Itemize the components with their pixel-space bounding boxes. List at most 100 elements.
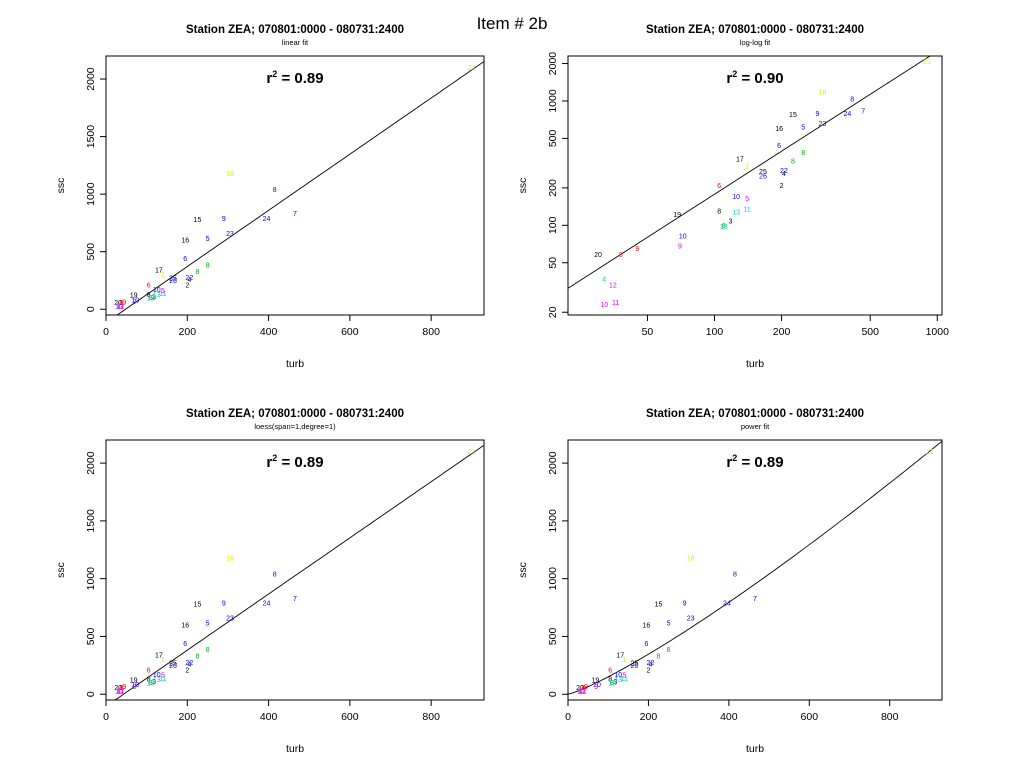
data-point: 12 bbox=[609, 283, 617, 290]
data-point: 8 bbox=[850, 96, 854, 103]
data-point: 17 bbox=[155, 652, 163, 659]
data-point: 7 bbox=[753, 596, 757, 603]
data-point: 13 bbox=[153, 677, 161, 684]
data-point: 10 bbox=[115, 689, 123, 696]
data-point: 10 bbox=[131, 682, 139, 689]
data-point: 2 bbox=[185, 283, 189, 290]
data-point: 23 bbox=[226, 231, 234, 238]
page-title: Item # 2b bbox=[476, 14, 548, 33]
panel-title: Station ZEA; 070801:0000 - 080731:2400 bbox=[186, 408, 404, 420]
data-point: 12 bbox=[116, 303, 124, 310]
x-tick-label: 800 bbox=[422, 326, 440, 338]
data-point: 6 bbox=[147, 283, 151, 290]
data-point: 8 bbox=[657, 654, 661, 661]
data-point: 9 bbox=[222, 216, 226, 223]
data-point: 11 bbox=[621, 676, 628, 683]
data-point: 8 bbox=[147, 292, 151, 299]
data-point: 8 bbox=[581, 685, 585, 692]
y-tick-label: 1500 bbox=[85, 509, 97, 533]
data-point: 19 bbox=[591, 678, 599, 685]
data-point: 15 bbox=[655, 602, 663, 609]
data-point: 8 bbox=[147, 677, 151, 684]
data-point: 17 bbox=[736, 157, 744, 164]
x-tick-label: 0 bbox=[103, 711, 109, 723]
data-point: 13 bbox=[147, 295, 155, 302]
data-point: 9 bbox=[683, 600, 687, 607]
data-point: 1 bbox=[161, 657, 165, 664]
data-point: 18 bbox=[226, 171, 234, 178]
y-axis-label: ssc bbox=[55, 562, 67, 578]
y-tick-label: 500 bbox=[85, 628, 97, 646]
data-point: 8 bbox=[717, 209, 721, 216]
data-point: 13 bbox=[614, 677, 622, 684]
y-tick-label: 1500 bbox=[85, 125, 97, 149]
fit-line bbox=[568, 440, 942, 695]
x-axis-label: turb bbox=[286, 743, 304, 755]
data-point: 9 bbox=[132, 299, 136, 306]
r2-value: = 0.89 bbox=[277, 70, 323, 87]
data-point: 6 bbox=[777, 143, 781, 150]
data-point: 4 bbox=[117, 302, 121, 309]
data-point: 24 bbox=[263, 216, 271, 223]
y-tick-label: 500 bbox=[85, 243, 97, 261]
data-point: 20 bbox=[594, 252, 602, 259]
y-tick-label: 2000 bbox=[547, 52, 559, 76]
data-point: 9 bbox=[122, 684, 126, 691]
y-tick-label: 0 bbox=[85, 306, 97, 312]
data-point: 8 bbox=[791, 158, 795, 165]
fit-line bbox=[114, 444, 484, 700]
data-point: 8 bbox=[119, 300, 123, 307]
y-tick-label: 1000 bbox=[547, 567, 559, 591]
data-point: 3 bbox=[152, 679, 156, 686]
data-point: 4 bbox=[187, 277, 191, 284]
y-tick-label: 500 bbox=[547, 628, 559, 646]
r2-superscript: 2 bbox=[732, 453, 737, 463]
x-tick-label: 400 bbox=[260, 326, 278, 338]
data-point: 16 bbox=[181, 622, 189, 629]
data-point: 2 bbox=[185, 667, 189, 674]
data-point: 15 bbox=[194, 602, 202, 609]
data-point: 25 bbox=[630, 661, 638, 668]
y-tick-label: 20 bbox=[547, 306, 559, 318]
data-point: 24 bbox=[844, 111, 852, 118]
x-tick-label: 200 bbox=[640, 711, 658, 723]
data-point: 4 bbox=[782, 171, 786, 178]
x-tick-label: 200 bbox=[179, 326, 197, 338]
data-point: 11 bbox=[117, 689, 124, 696]
x-tick-label: 200 bbox=[179, 711, 197, 723]
data-point: 9 bbox=[678, 244, 682, 251]
data-point: 8 bbox=[206, 647, 210, 654]
y-tick-label: 1000 bbox=[547, 89, 559, 113]
data-point: 4 bbox=[117, 687, 121, 694]
data-point: 21 bbox=[926, 449, 934, 456]
r2-superscript: 2 bbox=[272, 453, 277, 463]
r2-value: = 0.90 bbox=[737, 70, 783, 87]
data-point: 4 bbox=[648, 662, 652, 669]
r2-label: r bbox=[266, 454, 272, 471]
data-point: 10 bbox=[593, 682, 601, 689]
y-tick-label: 2000 bbox=[85, 451, 97, 475]
data-point: 6 bbox=[717, 183, 721, 190]
r2-annotation: r2 = 0.89 bbox=[266, 69, 323, 87]
data-point: 8 bbox=[273, 187, 277, 194]
data-point: 8 bbox=[273, 572, 277, 579]
data-point: 8 bbox=[722, 223, 726, 230]
y-tick-label: 100 bbox=[547, 216, 559, 234]
data-point: 7 bbox=[861, 109, 865, 116]
data-point: 5 bbox=[206, 236, 210, 243]
data-point: 11 bbox=[159, 676, 166, 683]
data-point: 9 bbox=[132, 684, 136, 691]
data-point: 4 bbox=[579, 687, 583, 694]
y-axis-label: ssc bbox=[55, 178, 67, 194]
data-point: 21 bbox=[468, 449, 476, 456]
data-point: 5 bbox=[801, 125, 805, 132]
data-point: 3 bbox=[152, 294, 156, 301]
y-tick-label: 1000 bbox=[85, 182, 97, 206]
data-point: 13 bbox=[732, 209, 740, 216]
x-tick-label: 0 bbox=[103, 326, 109, 338]
y-axis-label: ssc bbox=[517, 562, 529, 578]
data-point: 10 bbox=[153, 287, 161, 294]
panel-subtitle: log-log fit bbox=[740, 38, 771, 47]
data-point: 19 bbox=[130, 293, 138, 300]
